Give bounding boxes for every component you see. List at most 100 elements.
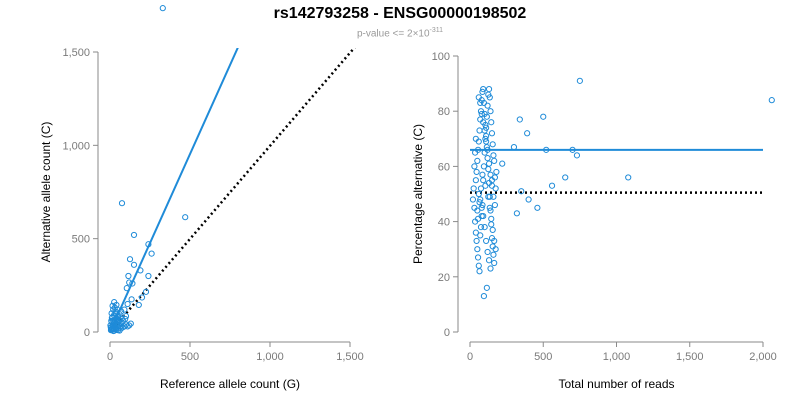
data-point bbox=[480, 86, 487, 93]
data-point bbox=[472, 149, 479, 156]
data-point bbox=[480, 293, 488, 300]
trend-lines bbox=[109, 48, 356, 333]
data-point bbox=[130, 231, 138, 239]
data-point bbox=[129, 280, 136, 287]
y-tick-label: 1,000 bbox=[62, 140, 90, 152]
data-point bbox=[484, 146, 491, 153]
y-tick-label: 0 bbox=[444, 327, 450, 339]
x-tick-label: 0 bbox=[107, 351, 113, 363]
data-point bbox=[625, 174, 632, 181]
data-point bbox=[491, 259, 498, 267]
data-point bbox=[128, 296, 135, 303]
data-point bbox=[576, 77, 583, 84]
subtitle-exponent: -311 bbox=[429, 27, 444, 34]
data-point bbox=[472, 229, 479, 236]
data-point bbox=[482, 182, 489, 189]
data-point bbox=[480, 163, 488, 170]
data-point bbox=[125, 272, 132, 280]
data-point bbox=[474, 215, 482, 222]
data-point bbox=[492, 185, 499, 192]
y-tick-label: 40 bbox=[438, 217, 450, 229]
data-point bbox=[483, 138, 490, 145]
data-point bbox=[473, 237, 480, 245]
data-point bbox=[112, 310, 119, 317]
x-tick-label: 1,500 bbox=[676, 351, 704, 363]
data-point bbox=[480, 177, 487, 184]
x-tick-label: 500 bbox=[534, 351, 552, 363]
data-point bbox=[488, 182, 496, 189]
data-point bbox=[475, 190, 482, 198]
data-point bbox=[137, 267, 144, 274]
data-point bbox=[475, 94, 482, 101]
data-point bbox=[486, 94, 493, 101]
data-point bbox=[124, 300, 131, 308]
data-point bbox=[548, 182, 556, 189]
x-tick-label: 1,000 bbox=[256, 351, 284, 363]
data-point bbox=[481, 127, 488, 134]
data-point bbox=[487, 207, 494, 214]
data-point bbox=[130, 261, 138, 268]
data-point bbox=[475, 262, 482, 269]
data-point bbox=[487, 171, 494, 178]
y-axis: 0 20 40 60 80 100 Percentage alternative (C) bbox=[411, 51, 459, 339]
data-point bbox=[108, 314, 116, 322]
data-point bbox=[148, 250, 155, 257]
y-tick-label: 60 bbox=[438, 161, 450, 173]
data-points bbox=[469, 77, 775, 300]
data-point bbox=[473, 168, 480, 176]
data-point bbox=[490, 193, 497, 200]
data-point bbox=[491, 174, 499, 181]
chart-panel-percentage: 0 500 1,000 1,500 2,000 Total number of reads… bbox=[411, 51, 777, 391]
data-point bbox=[470, 185, 477, 192]
data-point bbox=[490, 152, 497, 159]
data-point bbox=[476, 199, 483, 206]
data-point bbox=[485, 166, 492, 173]
data-point bbox=[484, 248, 491, 256]
chart-panel-allele-counts: 0 500 1,000 1,500 Reference allele count (G)… bbox=[39, 5, 364, 391]
data-point bbox=[477, 224, 485, 231]
data-point bbox=[492, 246, 499, 253]
x-tick-label: 1,000 bbox=[603, 351, 631, 363]
chart-subtitle: p-value <= 2×10-311 bbox=[0, 25, 800, 40]
data-point bbox=[114, 306, 121, 313]
data-point bbox=[126, 256, 134, 263]
data-point bbox=[123, 285, 130, 292]
data-point bbox=[487, 108, 494, 115]
data-point bbox=[474, 207, 481, 214]
y-axis-title: Percentage alternative (C) bbox=[411, 124, 425, 264]
data-point bbox=[486, 204, 493, 211]
x-tick-label: 2,000 bbox=[749, 351, 777, 363]
data-point bbox=[516, 116, 523, 123]
trend-lines bbox=[470, 148, 763, 194]
data-point bbox=[122, 313, 130, 320]
data-point bbox=[472, 135, 479, 142]
data-point bbox=[489, 141, 496, 148]
fit-line bbox=[109, 48, 239, 333]
x-tick-label: 500 bbox=[181, 351, 199, 363]
subtitle-prefix: p-value <= 2×10 bbox=[356, 28, 430, 40]
data-point bbox=[113, 323, 120, 330]
data-point bbox=[485, 257, 493, 264]
y-tick-label: 20 bbox=[438, 272, 450, 284]
data-point bbox=[474, 246, 481, 253]
data-point bbox=[525, 196, 532, 203]
y-tick-label: 100 bbox=[432, 51, 450, 63]
data-point bbox=[122, 315, 129, 323]
data-point bbox=[489, 226, 496, 233]
data-point bbox=[477, 232, 484, 239]
data-point bbox=[524, 130, 531, 137]
data-point bbox=[490, 251, 497, 258]
data-point bbox=[484, 155, 491, 162]
y-tick-label: 80 bbox=[438, 106, 450, 118]
data-point bbox=[477, 185, 485, 192]
data-point bbox=[480, 212, 487, 220]
data-point bbox=[562, 174, 569, 181]
data-point bbox=[109, 302, 116, 309]
data-point bbox=[477, 99, 484, 107]
chart-title: rs142793258 - ENSG00000198502 bbox=[273, 5, 527, 22]
data-point bbox=[488, 130, 496, 137]
data-point bbox=[121, 306, 128, 313]
x-axis: 0 500 1,000 1,500 2,000 Total number of reads bbox=[467, 341, 777, 391]
data-point bbox=[145, 272, 152, 280]
data-point bbox=[499, 160, 506, 167]
